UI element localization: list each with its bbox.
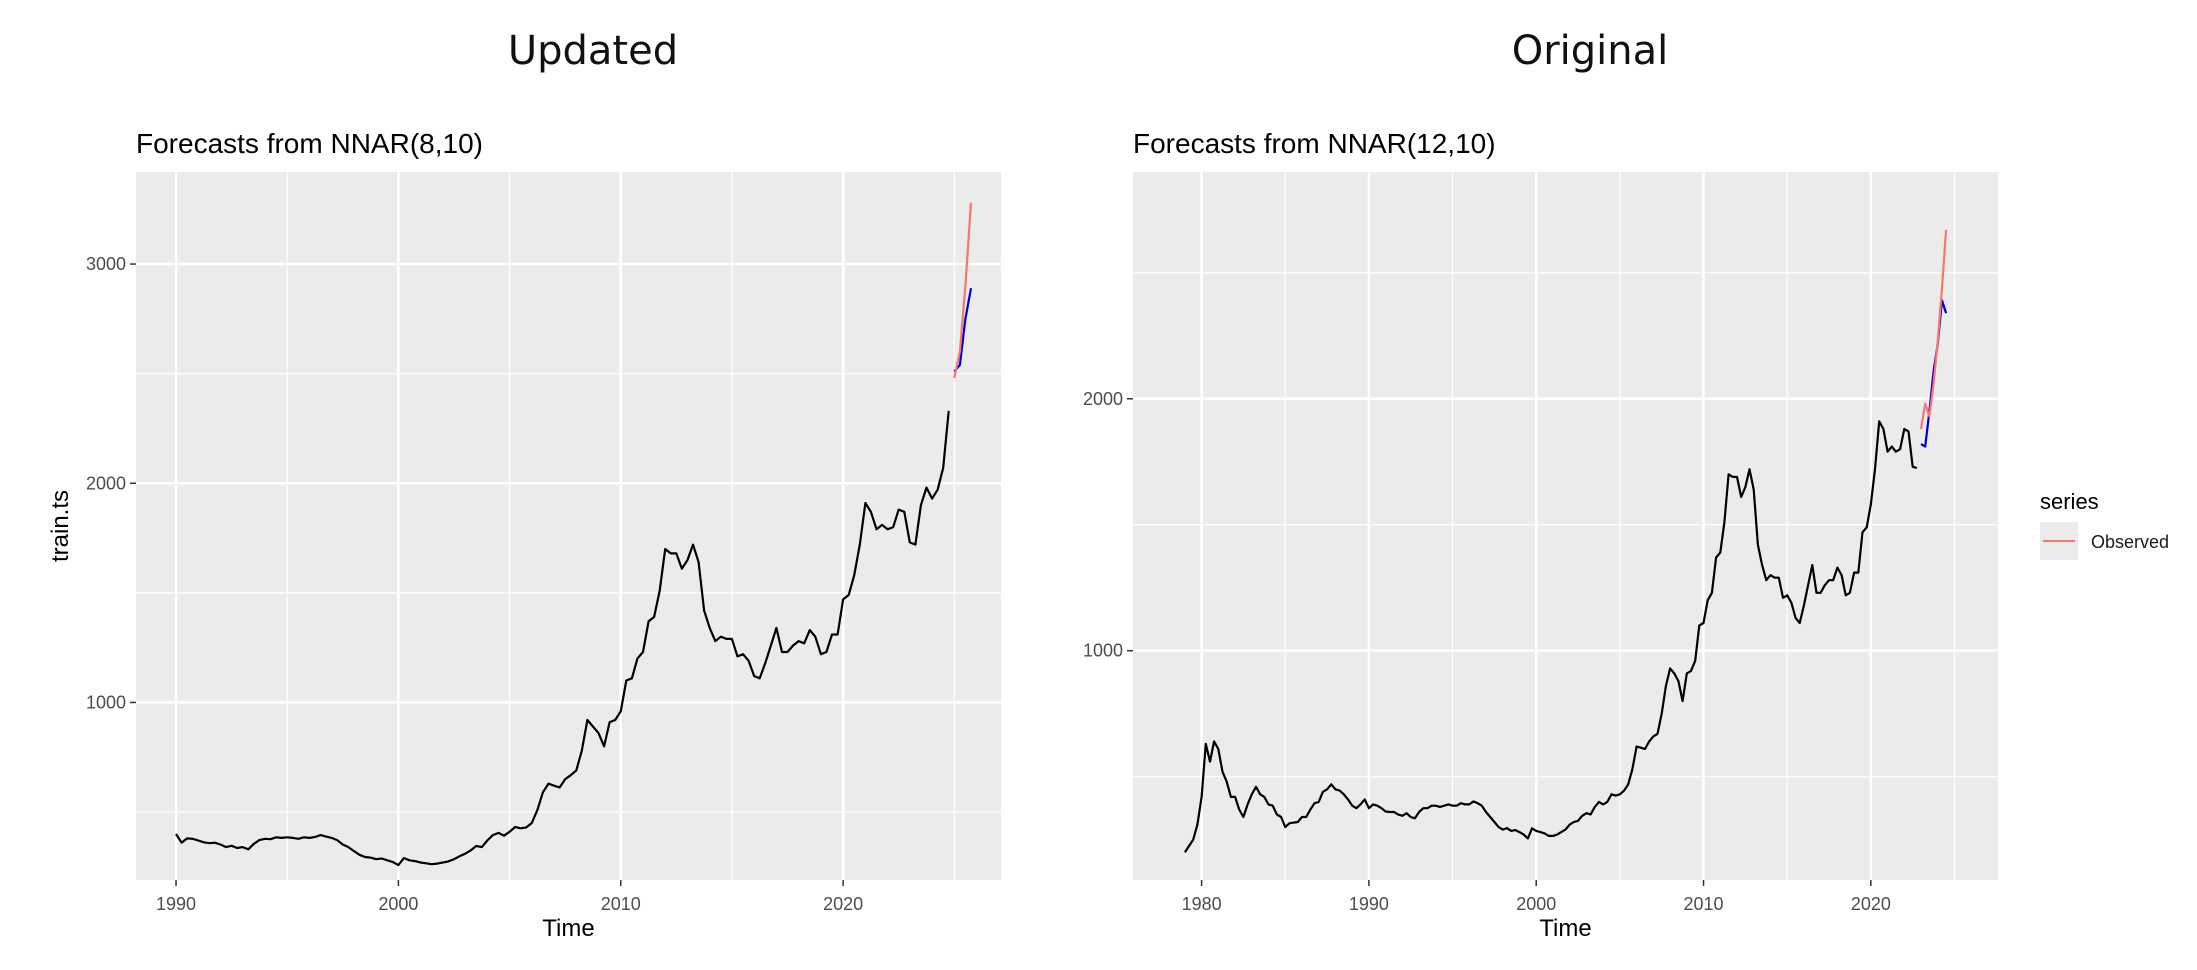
x-axis-label: Time — [1539, 915, 1591, 942]
panel-heading-updated: Updated — [507, 28, 679, 74]
chart-panel-0: 1990 2000 2010 2020 1000 2000 3000 Forecasts fr… — [47, 128, 1001, 942]
legend: series Observed — [2040, 489, 2169, 560]
y-tick-label: 2000 — [1083, 389, 1123, 409]
y-axis-label: train.ts — [47, 490, 74, 562]
x-tick-label: 2010 — [601, 894, 641, 914]
x-tick-label: 2020 — [1851, 894, 1891, 914]
x-tick-label: 1980 — [1182, 894, 1222, 914]
chart-panel-1: 1980 1990 2000 2010 2020 1000 2000 Forecasts fr… — [1083, 128, 1998, 942]
x-tick-label: 1990 — [156, 894, 196, 914]
y-tick-label: 2000 — [86, 473, 126, 493]
plot-background — [1133, 172, 1998, 880]
x-tick-label: 2000 — [378, 894, 418, 914]
x-tick-label: 1990 — [1349, 894, 1389, 914]
x-tick-label: 2010 — [1684, 894, 1724, 914]
legend-label-observed: Observed — [2091, 532, 2169, 552]
legend-title: series — [2040, 489, 2099, 514]
x-tick-label: 2020 — [823, 894, 863, 914]
x-axis-label: Time — [542, 915, 594, 942]
plot-background — [136, 172, 1001, 880]
series-line-history — [175, 410, 950, 867]
series-line-history — [1183, 420, 1918, 853]
series-line-observed — [953, 202, 973, 379]
x-tick-label: 2000 — [1516, 894, 1556, 914]
y-tick-label: 1000 — [1083, 641, 1123, 661]
chart-title: Forecasts from NNAR(12,10) — [1133, 128, 1496, 159]
y-tick-label: 3000 — [86, 254, 126, 274]
chart-title: Forecasts from NNAR(8,10) — [136, 128, 483, 159]
panel-heading-original: Original — [1511, 28, 1669, 74]
series-line-observed — [1919, 229, 1948, 430]
y-tick-label: 1000 — [86, 692, 126, 712]
